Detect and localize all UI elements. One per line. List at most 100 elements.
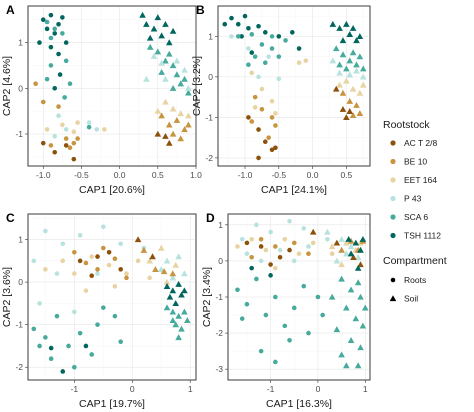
point-ac-t-2-8-roots bbox=[71, 156, 77, 162]
x-tick-label: 0.5 bbox=[152, 170, 164, 180]
legend-shape-soil bbox=[389, 295, 397, 302]
point-tsh-1112-roots bbox=[239, 34, 244, 39]
point-sca-6-roots bbox=[31, 326, 37, 332]
point-p-43-roots bbox=[229, 34, 234, 39]
point-eet-164-roots bbox=[263, 247, 269, 253]
point-sca-6-roots bbox=[254, 276, 259, 282]
y-tick-label: 0 bbox=[18, 277, 23, 287]
point-p-43-roots bbox=[72, 309, 77, 315]
x-tick-label: 0.0 bbox=[307, 170, 319, 180]
point-tsh-1112-roots bbox=[40, 17, 46, 23]
point-p-43-roots bbox=[258, 258, 264, 264]
point-eet-164-roots bbox=[75, 120, 80, 125]
point-be-10-roots bbox=[101, 245, 106, 251]
plot-area bbox=[217, 5, 371, 167]
point-tsh-1112-soil bbox=[143, 20, 150, 27]
point-p-43-soil bbox=[343, 250, 350, 257]
point-sca-6-roots bbox=[37, 343, 42, 349]
point-be-10-roots bbox=[273, 123, 278, 128]
point-sca-6-soil bbox=[184, 317, 191, 324]
point-eet-164-roots bbox=[83, 288, 89, 293]
point-be-10-soil bbox=[158, 112, 165, 119]
legend-item-p-43: P 43 bbox=[390, 194, 422, 204]
legend-swatch bbox=[390, 232, 396, 239]
point-sca-6-roots bbox=[306, 330, 311, 336]
point-ac-t-2-8-roots bbox=[52, 149, 58, 155]
point-sca-6-soil bbox=[169, 317, 177, 324]
point-sca-6-soil bbox=[336, 61, 343, 68]
point-be-10-roots bbox=[124, 275, 129, 281]
point-sca-6-roots bbox=[77, 330, 83, 336]
point-be-10-soil bbox=[169, 270, 177, 277]
point-tsh-1112-soil bbox=[169, 287, 177, 294]
point-tsh-1112-soil bbox=[175, 280, 182, 287]
point-sca-6-roots bbox=[320, 312, 325, 318]
y-axis-title: CAP2 [3.6%] bbox=[1, 267, 13, 327]
point-p-43-soil bbox=[333, 257, 341, 264]
legend-label: SCA 6 bbox=[404, 212, 428, 222]
x-axis-title: CAP1 [16.3%] bbox=[266, 398, 332, 410]
y-tick-label: -2 bbox=[205, 153, 213, 163]
point-sca-6-roots bbox=[282, 323, 288, 329]
point-ac-t-2-8-soil bbox=[333, 239, 341, 246]
point-be-10-roots bbox=[269, 115, 275, 120]
point-sca-6-roots bbox=[273, 359, 278, 365]
point-sca-6-roots bbox=[112, 313, 118, 319]
point-tsh-1112-soil bbox=[146, 34, 154, 41]
point-sca-6-roots bbox=[235, 287, 240, 293]
legend-swatch bbox=[390, 177, 396, 183]
point-eet-164-roots bbox=[89, 254, 95, 259]
x-tick-label: -1 bbox=[267, 384, 275, 394]
point-sca-6-roots bbox=[44, 19, 50, 25]
point-sca-6-soil bbox=[349, 49, 357, 56]
legend-label: BE 10 bbox=[404, 157, 427, 167]
point-tsh-1112-roots bbox=[48, 44, 54, 50]
point-eet-164-soil bbox=[356, 89, 364, 96]
point-sca-6-roots bbox=[54, 313, 60, 319]
point-eet-164-roots bbox=[249, 236, 254, 242]
point-tsh-1112-soil bbox=[345, 235, 352, 242]
point-p-43-soil bbox=[324, 228, 331, 235]
point-p-43-soil bbox=[169, 274, 177, 281]
point-p-43-roots bbox=[77, 232, 83, 238]
point-sca-6-soil bbox=[353, 61, 360, 68]
point-be-10-roots bbox=[67, 145, 73, 151]
point-ac-t-2-8-soil bbox=[357, 261, 364, 268]
point-be-10-soil bbox=[177, 135, 185, 142]
point-ac-t-2-8-roots bbox=[95, 254, 100, 259]
point-sca-6-roots bbox=[63, 58, 69, 64]
point-be-10-soil bbox=[173, 116, 181, 123]
point-p-43-roots bbox=[276, 76, 282, 82]
panel-border bbox=[217, 5, 371, 167]
legend-swatch bbox=[390, 195, 396, 202]
point-sca-6-soil bbox=[347, 337, 355, 343]
point-be-10-soil bbox=[349, 112, 357, 119]
point-eet-164-roots bbox=[273, 265, 278, 271]
point-eet-164-roots bbox=[44, 127, 50, 132]
point-p-43-soil bbox=[162, 75, 169, 82]
point-tsh-1112-soil bbox=[349, 24, 357, 31]
point-ac-t-2-8-roots bbox=[256, 155, 261, 161]
point-be-10-roots bbox=[71, 140, 77, 146]
point-p-43-soil bbox=[158, 59, 165, 66]
point-ac-t-2-8-roots bbox=[268, 262, 273, 267]
point-tsh-1112-soil bbox=[352, 239, 360, 246]
point-sca-6-soil bbox=[359, 322, 367, 329]
legend-title-rootstock: Rootstock bbox=[383, 119, 430, 131]
point-eet-164-roots bbox=[252, 104, 258, 110]
point-sca-6-roots bbox=[44, 76, 50, 82]
point-tsh-1112-roots bbox=[60, 15, 65, 20]
point-tsh-1112-soil bbox=[357, 246, 364, 253]
point-sca-6-soil bbox=[175, 334, 182, 341]
point-sca-6-soil bbox=[354, 362, 362, 369]
panel-b: -1.0 -0.5 0.0 0.5 -2 -1 0 1 CAP1 [24.1%] CAP2 [3.… bbox=[191, 3, 371, 196]
point-eet-164-soil bbox=[338, 261, 345, 268]
point-tsh-1112-roots bbox=[235, 21, 241, 27]
point-eet-164-roots bbox=[249, 70, 255, 76]
point-be-10-roots bbox=[291, 240, 297, 246]
point-ac-t-2-8-soil bbox=[332, 85, 340, 92]
point-sca-6-roots bbox=[67, 81, 73, 87]
x-axis-title: CAP1 [19.7%] bbox=[79, 398, 145, 410]
points bbox=[222, 13, 367, 161]
point-sca-6-roots bbox=[269, 46, 275, 51]
